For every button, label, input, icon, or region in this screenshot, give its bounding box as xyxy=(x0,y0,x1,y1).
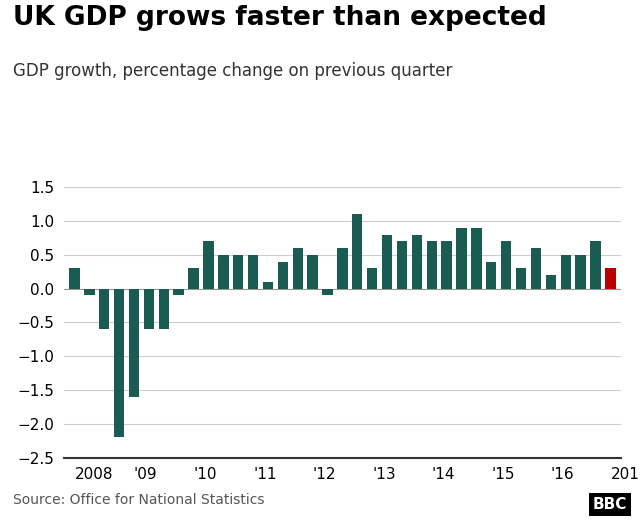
Bar xyxy=(352,214,362,289)
Text: BBC: BBC xyxy=(593,497,627,512)
Bar xyxy=(605,268,616,289)
Bar xyxy=(307,255,318,289)
Bar xyxy=(397,241,407,289)
Bar xyxy=(278,262,288,289)
Bar xyxy=(218,255,228,289)
Bar xyxy=(367,268,378,289)
Bar xyxy=(575,255,586,289)
Bar xyxy=(471,228,481,289)
Bar xyxy=(501,241,511,289)
Bar xyxy=(129,289,139,397)
Bar xyxy=(382,235,392,289)
Text: UK GDP grows faster than expected: UK GDP grows faster than expected xyxy=(13,5,547,31)
Bar xyxy=(263,282,273,289)
Bar xyxy=(456,228,467,289)
Bar xyxy=(486,262,497,289)
Bar xyxy=(426,241,437,289)
Bar xyxy=(69,268,79,289)
Bar xyxy=(292,248,303,289)
Bar xyxy=(188,268,199,289)
Bar xyxy=(323,289,333,295)
Bar xyxy=(442,241,452,289)
Bar xyxy=(516,268,526,289)
Bar xyxy=(337,248,348,289)
Text: GDP growth, percentage change on previous quarter: GDP growth, percentage change on previou… xyxy=(13,62,452,81)
Text: Source: Office for National Statistics: Source: Office for National Statistics xyxy=(13,493,264,507)
Bar xyxy=(143,289,154,329)
Bar xyxy=(561,255,571,289)
Bar xyxy=(84,289,95,295)
Bar xyxy=(204,241,214,289)
Bar xyxy=(114,289,124,437)
Bar xyxy=(233,255,243,289)
Bar xyxy=(531,248,541,289)
Bar xyxy=(412,235,422,289)
Bar xyxy=(248,255,259,289)
Bar xyxy=(99,289,109,329)
Bar xyxy=(173,289,184,295)
Bar xyxy=(159,289,169,329)
Bar xyxy=(546,275,556,289)
Bar xyxy=(590,241,601,289)
